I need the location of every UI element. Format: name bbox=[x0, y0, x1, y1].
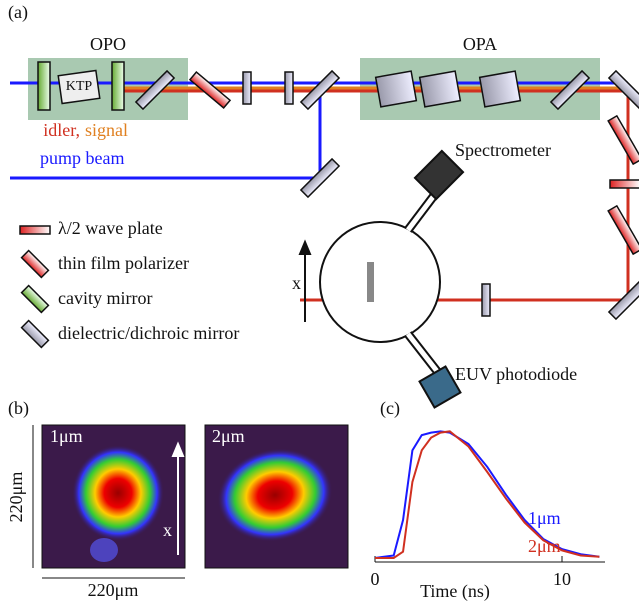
pump-label: pump beam bbox=[40, 148, 124, 168]
series-line bbox=[375, 431, 599, 558]
legend-icons bbox=[20, 226, 50, 347]
panel-label: (b) bbox=[8, 398, 29, 419]
signal-label: signal bbox=[85, 120, 128, 140]
beam-spot bbox=[90, 538, 118, 562]
photodiode-label: EUV photodiode bbox=[455, 364, 577, 384]
legend-label: cavity mirror bbox=[58, 288, 152, 308]
beam-spot bbox=[72, 445, 164, 541]
ktp-label: KTP bbox=[66, 79, 93, 94]
figure: (a) OPO OPA KTP idler, signal pump beam … bbox=[0, 0, 639, 605]
panel-label: (c) bbox=[380, 398, 400, 419]
chamber bbox=[300, 151, 463, 408]
scale-label: 220μm bbox=[6, 472, 26, 523]
legend-label: λ/2 wave plate bbox=[58, 218, 163, 238]
image-label: 2μm bbox=[212, 426, 245, 446]
scale-label: 220μm bbox=[88, 580, 139, 600]
image-label: 1μm bbox=[50, 426, 83, 446]
x-tick-label: 0 bbox=[371, 569, 380, 589]
legend-label: 2μm bbox=[528, 536, 561, 556]
pulse-chart: 0 10 1μm 2μm bbox=[371, 431, 606, 589]
axis-label: x bbox=[292, 273, 301, 293]
opa-label: OPA bbox=[463, 34, 497, 54]
axis-label: x bbox=[163, 520, 172, 540]
legend-label: thin film polarizer bbox=[58, 253, 189, 273]
x-tick-label: 10 bbox=[553, 569, 571, 589]
panel-label: (a) bbox=[8, 2, 28, 23]
legend-label: 1μm bbox=[528, 508, 561, 528]
legend-label: dielectric/dichroic mirror bbox=[58, 323, 239, 343]
opo-label: OPO bbox=[90, 34, 126, 54]
x-axis-title: Time (ns) bbox=[420, 581, 490, 602]
series-line bbox=[375, 431, 599, 558]
idler-label: idler, bbox=[43, 120, 80, 140]
spectrometer-label: Spectrometer bbox=[455, 140, 551, 160]
